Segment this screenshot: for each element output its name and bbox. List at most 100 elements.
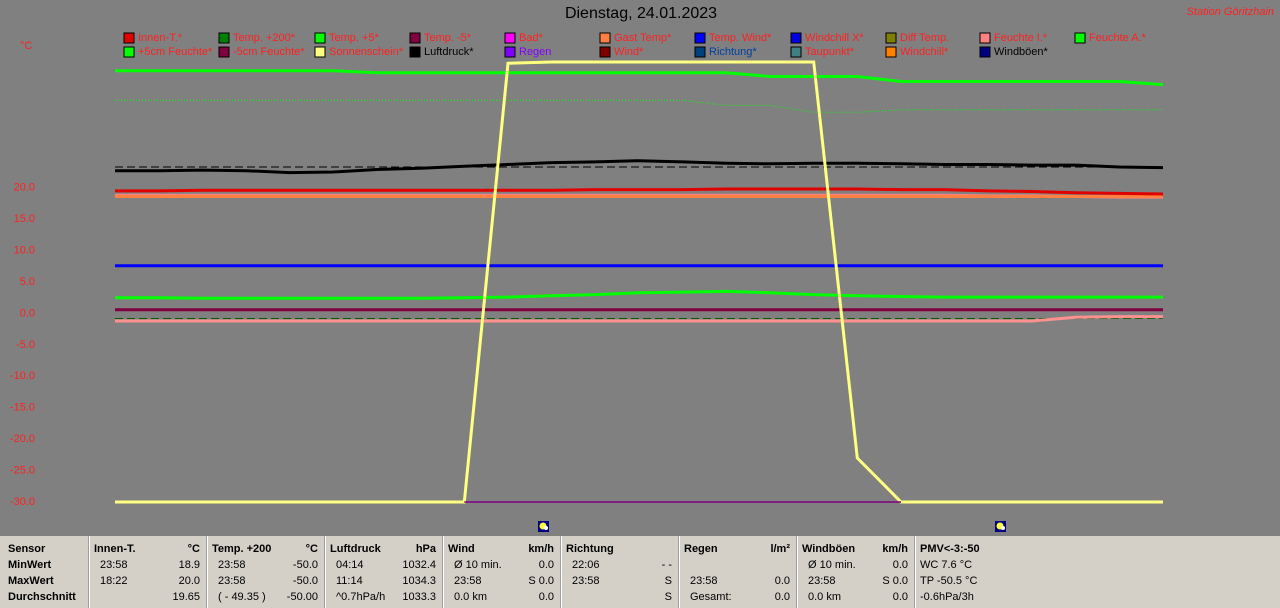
cell-right: 0.0 <box>774 575 790 587</box>
cell-right: 1032.4 <box>402 559 436 571</box>
legend-swatch <box>599 46 611 58</box>
cell-left: 18:22 <box>100 575 128 587</box>
series-line <box>115 159 1164 175</box>
separator <box>88 536 90 608</box>
legend-swatch <box>694 32 706 44</box>
legend-label: Wind* <box>614 46 644 58</box>
group-title: Wind <box>448 543 475 555</box>
group-title: Luftdruck <box>330 543 381 555</box>
y-tick-label: -10.0 <box>10 370 35 382</box>
series-line <box>115 187 1164 196</box>
legend-label: +5cm Feuchte* <box>138 46 213 58</box>
y-tick-label: -20.0 <box>10 433 35 445</box>
cell-right: S 0.0 <box>528 575 554 587</box>
legend-label: Temp. +200* <box>233 32 296 44</box>
cell-right: 1034.3 <box>402 575 436 587</box>
cell-right: -50.0 <box>292 559 318 571</box>
separator <box>914 536 916 608</box>
cell-right: 0.0 <box>892 591 908 603</box>
legend-swatch <box>979 46 991 58</box>
cell-right: 18.9 <box>178 559 200 571</box>
group-unit: km/h <box>528 543 554 555</box>
cell-left: 04:14 <box>336 559 364 571</box>
unit-label: °C <box>20 40 32 52</box>
group-title: Innen-T. <box>94 543 136 555</box>
legend-swatch <box>790 46 802 58</box>
sun-icon <box>538 521 549 532</box>
legend-swatch <box>979 32 991 44</box>
legend-label: Feuchte A.* <box>1089 32 1147 44</box>
cell-right: -50.0 <box>292 575 318 587</box>
y-tick-label: -15.0 <box>10 402 35 414</box>
legend-label: Temp. -5* <box>424 32 472 44</box>
separator <box>206 536 208 608</box>
legend-label: Luftdruck* <box>424 46 474 58</box>
legend-swatch <box>218 32 230 44</box>
row-header: MinWert <box>8 559 52 571</box>
cell-left: Ø 10 min. <box>808 559 856 571</box>
separator <box>796 536 798 608</box>
legend-label: Windchill X* <box>805 32 864 44</box>
y-tick-label: -25.0 <box>10 464 35 476</box>
y-tick-label: 10.0 <box>14 244 35 256</box>
legend-label: Regen <box>519 46 551 58</box>
cell-left: Gesamt: <box>690 591 732 603</box>
legend-label: Gast Temp* <box>614 32 672 44</box>
cell-left: 23:58 <box>572 575 600 587</box>
cell-left: 23:58 <box>218 575 246 587</box>
cell-left: ( - 49.35 ) <box>218 591 266 603</box>
cell-right: 0.0 <box>774 591 790 603</box>
legend-swatch <box>599 32 611 44</box>
chart-title: Dienstag, 24.01.2023 <box>565 5 717 22</box>
legend-swatch <box>409 46 421 58</box>
stats-panel: Sensor MinWert MaxWert Durchschnitt Innen-T.… <box>0 536 1280 608</box>
legend-swatch <box>504 46 516 58</box>
row-header: Durchschnitt <box>8 591 76 603</box>
legend-label: Bad* <box>519 32 544 44</box>
group-unit: °C <box>187 543 200 555</box>
legend-swatch <box>790 32 802 44</box>
legend-label: Temp. Wind* <box>709 32 772 44</box>
legend-swatch <box>218 46 230 58</box>
series-line <box>115 99 1163 113</box>
y-tick-label: 5.0 <box>20 276 35 288</box>
cell-right: S <box>664 591 672 603</box>
cell-left: TP -50.5 °C <box>920 575 978 587</box>
group-unit: °C <box>305 543 318 555</box>
cell-right: S 0.0 <box>882 575 908 587</box>
legend-swatch <box>504 32 516 44</box>
legend-label: Windböen* <box>994 46 1049 58</box>
y-tick-label: -30.0 <box>10 496 35 508</box>
separator <box>560 536 562 608</box>
cell-right: -50.00 <box>286 591 318 603</box>
chart: Dienstag, 24.01.2023 Station Göritzhain … <box>10 5 1274 532</box>
cell-left: 23:58 <box>218 559 246 571</box>
cell-left: ^0.7hPa/h <box>336 591 386 603</box>
group-unit: hPa <box>415 543 436 555</box>
row-header: Sensor <box>8 543 46 555</box>
cell-right: 0.0 <box>538 559 554 571</box>
legend-label: Taupunkt* <box>805 46 855 58</box>
cell-right: 0.0 <box>538 591 554 603</box>
series-line <box>115 69 1164 87</box>
cell-left: 0.0 km <box>808 591 842 603</box>
cell-left: WC 7.6 °C <box>920 559 973 571</box>
group-unit: km/h <box>882 543 908 555</box>
separator <box>324 536 326 608</box>
legend-swatch <box>314 46 326 58</box>
separator <box>678 536 680 608</box>
cell-left: 23:58 <box>808 575 836 587</box>
series-line <box>115 315 1163 323</box>
cell-left: 11:14 <box>336 575 363 587</box>
series-line <box>115 60 1163 504</box>
cell-left: 22:06 <box>572 559 600 571</box>
group-title: Richtung <box>566 543 614 555</box>
cell-left: 23:58 <box>454 575 482 587</box>
cell-right: - - <box>661 559 672 571</box>
legend-swatch <box>123 46 135 58</box>
y-tick-label: 20.0 <box>14 182 35 194</box>
cell-right: 0.0 <box>892 559 908 571</box>
legend-label: Temp. +5* <box>329 32 380 44</box>
legend-swatch <box>409 32 421 44</box>
